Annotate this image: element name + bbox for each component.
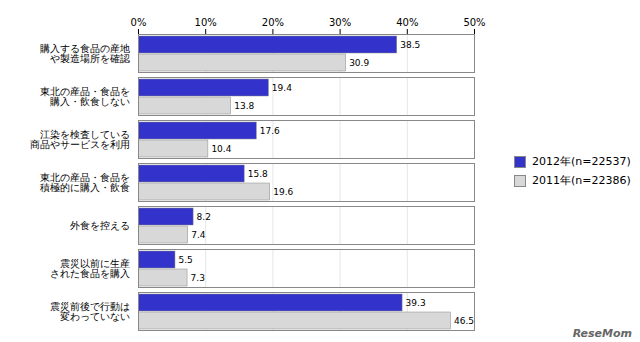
svg-text:5.5: 5.5 (178, 255, 192, 265)
svg-text:7.3: 7.3 (191, 273, 205, 283)
svg-text:40%: 40% (396, 17, 418, 28)
svg-text:13.8: 13.8 (234, 101, 254, 111)
svg-text:10%: 10% (195, 17, 217, 28)
svg-text:震災前後で行動は変わっていない: 震災前後で行動は変わっていない (50, 301, 130, 322)
html-text:ReseMom: ReseMom (572, 327, 632, 340)
svg-text:7.4: 7.4 (191, 230, 206, 240)
svg-text:38.5: 38.5 (400, 40, 420, 50)
svg-text:39.3: 39.3 (406, 298, 426, 308)
svg-text:19.4: 19.4 (272, 83, 292, 93)
svg-text:外食を控える: 外食を控える (70, 220, 130, 231)
svg-text:震災以前に生産された食品を購入: 震災以前に生産された食品を購入 (50, 258, 130, 279)
svg-text:17.6: 17.6 (260, 126, 280, 136)
svg-text:19.6: 19.6 (273, 187, 293, 197)
svg-text:東北の産品・食品を積極的に購入・飲食: 東北の産品・食品を積極的に購入・飲食 (40, 172, 130, 193)
svg-text:東北の産品・食品を購入・飲食しない: 東北の産品・食品を購入・飲食しない (40, 86, 130, 107)
svg-text:10.4: 10.4 (211, 144, 231, 154)
svg-text:購入する食品の産地や製造場所を確認: 購入する食品の産地や製造場所を確認 (40, 43, 130, 64)
svg-text:50%: 50% (463, 17, 485, 28)
html-text:2011年(n=22386): 2011年(n=22386) (532, 174, 631, 187)
svg-text:30%: 30% (329, 17, 351, 28)
svg-text:30.9: 30.9 (349, 58, 369, 68)
svg-text:江染を検査している商品やサービスを利用: 江染を検査している商品やサービスを利用 (30, 129, 130, 150)
svg-text:8.2: 8.2 (197, 212, 211, 222)
svg-text:0%: 0% (131, 17, 147, 28)
svg-text:15.8: 15.8 (248, 169, 268, 179)
svg-text:20%: 20% (262, 17, 284, 28)
svg-text:46.5: 46.5 (454, 316, 474, 326)
html-text:2012年(n=22537): 2012年(n=22537) (532, 155, 631, 168)
